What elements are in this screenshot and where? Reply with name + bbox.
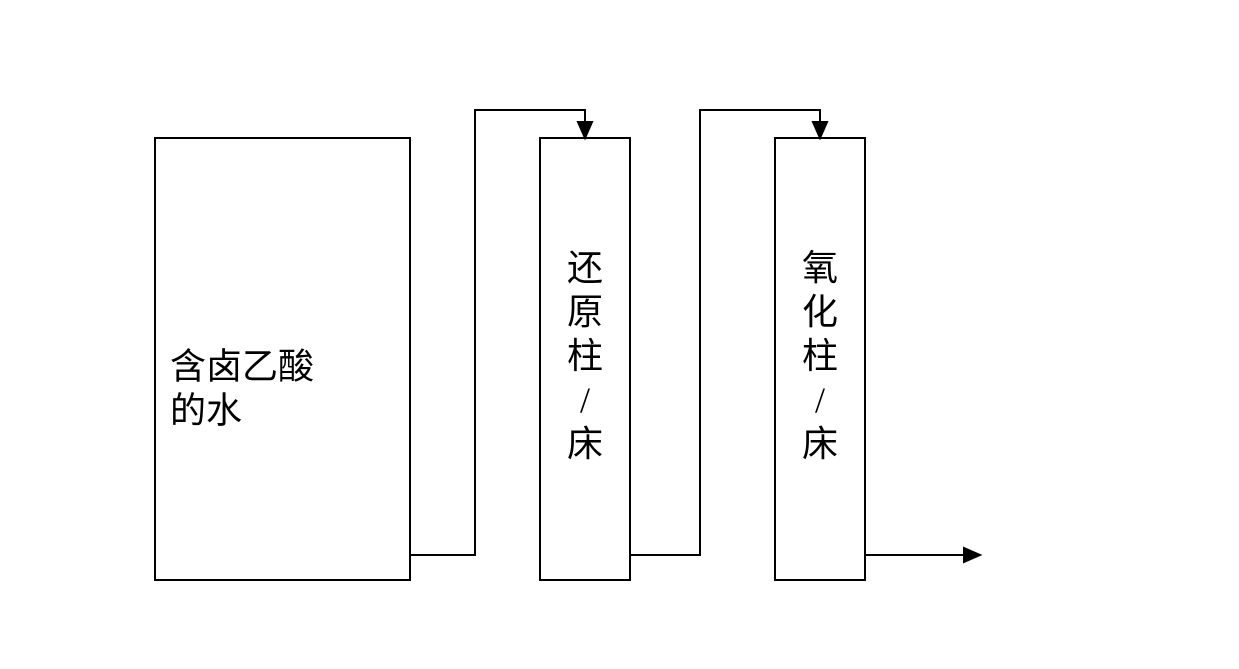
oxide-label-char-2: 柱: [802, 336, 838, 376]
oxide-label-char-1: 化: [802, 292, 838, 332]
oxide-label-char-3: /: [815, 380, 825, 420]
connector-source-to-reduce-arrowhead: [578, 122, 592, 138]
reduce-label-char-3: /: [580, 380, 590, 420]
reduce-label-char-0: 还: [567, 248, 603, 288]
oxide-label-char-0: 氧: [802, 248, 838, 288]
connector-output-arrowhead: [964, 548, 980, 562]
oxide-label-char-4: 床: [802, 424, 838, 464]
connector-source-to-reduce: [410, 110, 585, 555]
source-label-line2: 的水: [170, 390, 242, 430]
reduce-label-char-4: 床: [567, 424, 603, 464]
source-label-line1: 含卤乙酸: [170, 346, 314, 386]
connector-reduce-to-oxide-arrowhead: [813, 122, 827, 138]
connector-reduce-to-oxide: [630, 110, 820, 555]
reduce-label-char-2: 柱: [567, 336, 603, 376]
reduce-label-char-1: 原: [567, 292, 603, 332]
